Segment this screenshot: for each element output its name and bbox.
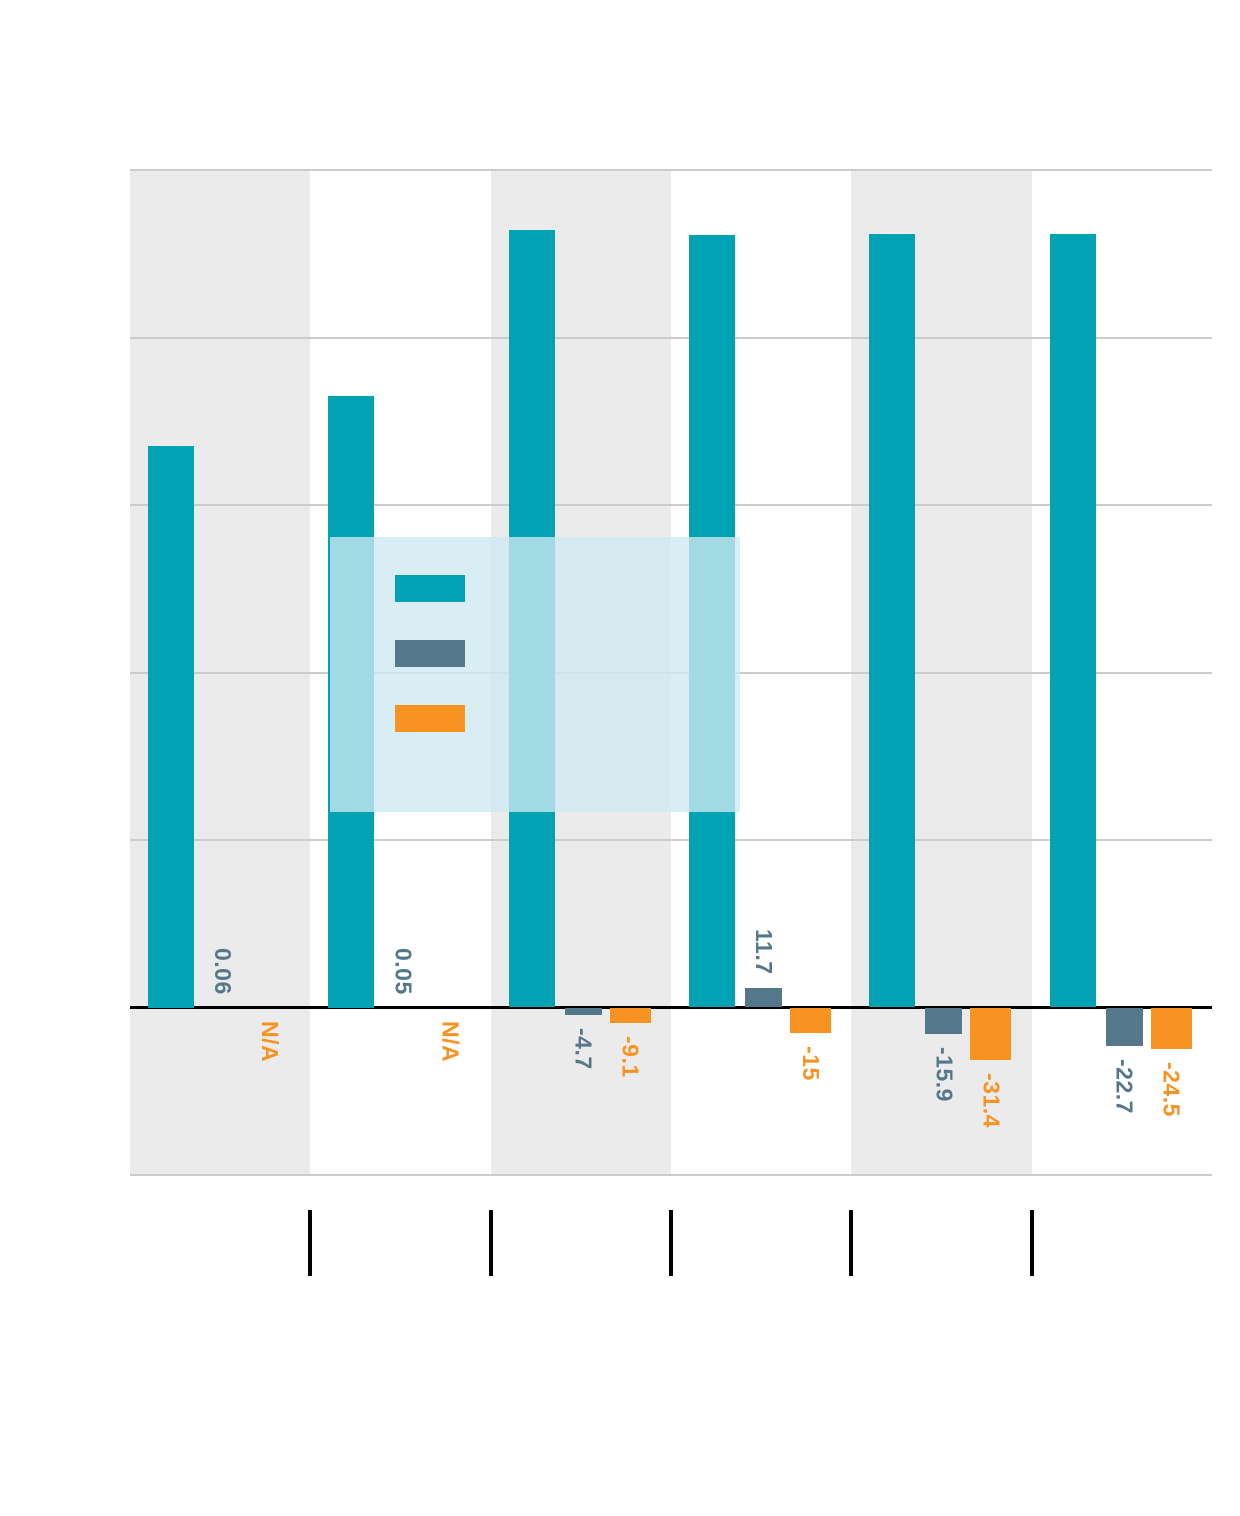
value-label: -24.5 [1158, 1061, 1185, 1117]
series-3-orange-bar [790, 1007, 831, 1033]
gridline [130, 839, 1212, 841]
series-1-teal-bar [148, 446, 194, 1008]
gridline [130, 504, 1212, 506]
series-2-slate-bar [564, 1007, 602, 1016]
value-label: -9.1 [617, 1035, 644, 1078]
series-3-orange-bar [970, 1007, 1012, 1061]
value-label: 0.06 [210, 947, 236, 995]
zero-axis-line [130, 1006, 1212, 1009]
value-label: -4.7 [570, 1028, 597, 1070]
legend-overlay [330, 537, 740, 812]
legend-swatch [395, 705, 465, 732]
value-label: N/A [257, 1020, 283, 1062]
axis-tick [669, 1210, 673, 1276]
series-1-teal-bar [1049, 233, 1096, 1008]
legend-swatch [395, 640, 465, 667]
value-label: -22.7 [1111, 1058, 1138, 1114]
axis-tick [488, 1210, 493, 1276]
value-label: -15.9 [931, 1047, 958, 1103]
legend-swatch [395, 575, 465, 602]
series-2-slate-bar [925, 1007, 963, 1035]
value-label: 11.7 [751, 929, 777, 975]
value-label: -31.4 [978, 1073, 1005, 1129]
axis-tick [1029, 1210, 1034, 1276]
series-2-slate-bar [745, 987, 782, 1008]
value-label: 0.05 [390, 947, 417, 995]
series-3-orange-bar [1150, 1007, 1192, 1049]
series-3-orange-bar [609, 1007, 651, 1023]
gridline [130, 1174, 1212, 1176]
axis-tick [849, 1210, 854, 1276]
series-2-slate-bar [1105, 1007, 1143, 1046]
gridline [130, 169, 1212, 171]
gridline [130, 336, 1212, 339]
value-label: N/A [437, 1020, 464, 1062]
axis-tick [308, 1210, 313, 1276]
series-1-teal-bar [869, 233, 916, 1008]
value-label: -15 [798, 1045, 824, 1081]
